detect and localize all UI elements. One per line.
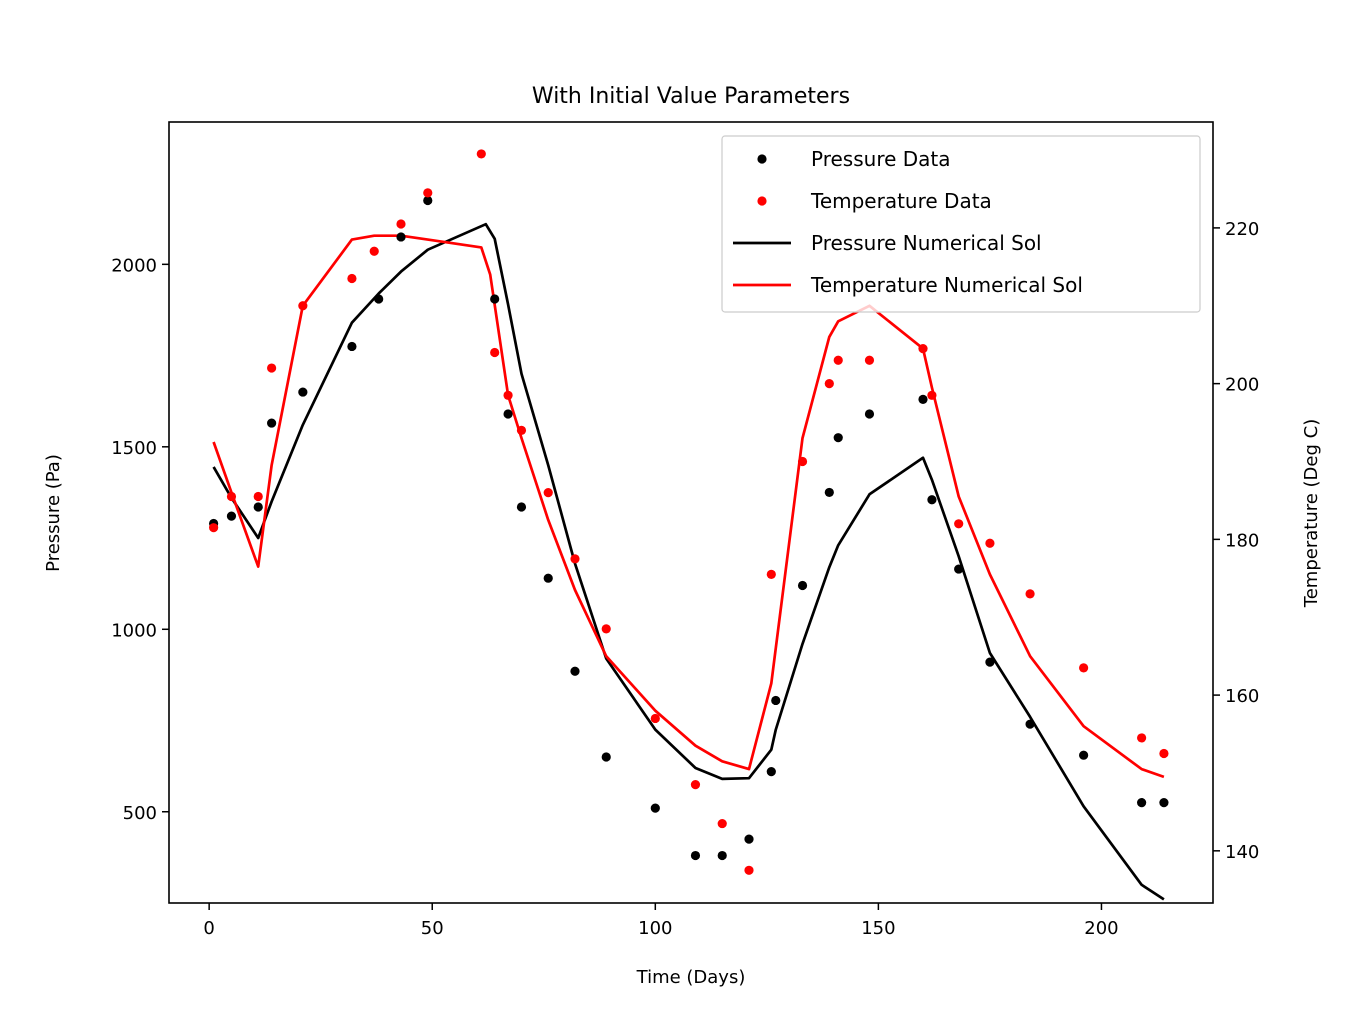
plot-area <box>209 149 1169 901</box>
pressure-data-point <box>927 495 937 505</box>
pressure-data-point <box>267 418 277 428</box>
legend-label: Temperature Data <box>810 189 992 213</box>
temperature-data-point <box>226 491 237 502</box>
legend-marker-swatch <box>757 154 767 164</box>
pressure-data-point <box>864 409 875 419</box>
x-tick-label: 200 <box>1084 918 1118 939</box>
pressure-data-point <box>347 341 357 352</box>
pressure-data-point <box>954 564 964 574</box>
x-tick-label: 0 <box>203 918 214 939</box>
temperature-data-point <box>601 624 611 634</box>
pressure-data-point <box>503 409 513 419</box>
pressure-data-point <box>1137 798 1147 808</box>
y-tick-label: 1500 <box>111 438 157 459</box>
pressure-data-point <box>1159 798 1169 808</box>
chart-title: With Initial Value Parameters <box>532 84 850 109</box>
x-axis-label: Time (Days) <box>636 967 746 988</box>
pressure-data-point <box>1025 719 1035 729</box>
temperature-data-point <box>347 273 357 284</box>
pressure-data-point <box>717 850 727 861</box>
temperature-data-point <box>267 363 277 373</box>
pressure-data-point <box>918 394 928 404</box>
temperature-data-point <box>1025 589 1035 599</box>
y-tick-label: 500 <box>123 803 157 824</box>
y2-tick-label: 140 <box>1225 842 1259 863</box>
pressure-data-point <box>766 767 776 777</box>
temperature-data-point <box>298 301 308 311</box>
legend-marker-swatch <box>757 196 767 206</box>
x-tick-label: 100 <box>638 918 672 939</box>
y2-axis-label: Temperature (Deg C) <box>1301 419 1322 608</box>
y2-tick-label: 160 <box>1225 686 1259 707</box>
legend: Pressure Data Temperature Data Pressure Nu… <box>721 135 1201 313</box>
x-tick-label: 150 <box>861 918 895 939</box>
pressure-data-point <box>423 195 433 206</box>
temperature-data-point <box>985 538 995 548</box>
pressure-numerical-sol-line <box>212 222 1165 901</box>
temperature-numerical-sol-line <box>212 234 1165 779</box>
pressure-data-point <box>985 657 995 667</box>
legend-label: Pressure Numerical Sol <box>811 231 1042 255</box>
pressure-data-point <box>570 666 580 676</box>
pressure-data-point <box>374 294 384 304</box>
pressure-data-point <box>797 580 808 591</box>
temperature-data-point <box>209 523 219 533</box>
temperature-data-point <box>253 491 263 502</box>
pressure-data-point <box>298 387 308 397</box>
x-tick-label: 50 <box>421 918 444 939</box>
temperature-data-point <box>927 390 937 400</box>
temperature-data-point <box>650 713 660 724</box>
temperature-data-point <box>490 347 500 358</box>
temperature-data-point <box>717 818 727 829</box>
pressure-data-point <box>824 487 834 498</box>
pressure-data-point <box>490 294 500 304</box>
legend-label: Temperature Numerical Sol <box>810 273 1083 297</box>
temperature-data-point <box>423 188 433 198</box>
legend-label: Pressure Data <box>811 147 951 171</box>
y-axis-label: Pressure (Pa) <box>43 454 64 572</box>
pressure-data-point <box>744 834 754 844</box>
temperature-data-point <box>1079 663 1089 673</box>
temperature-data-point <box>570 554 580 564</box>
pressure-data-point <box>601 752 611 762</box>
pressure-data-point <box>253 502 263 512</box>
temperature-data-point <box>503 390 513 400</box>
y-tick-label: 2000 <box>111 255 157 276</box>
temperature-data-point <box>954 519 964 529</box>
pressure-data-point <box>690 850 701 861</box>
temperature-data-point <box>1159 748 1169 759</box>
pressure-data-point <box>650 803 660 813</box>
pressure-data-point <box>1079 750 1089 760</box>
y2-tick-label: 220 <box>1225 219 1259 240</box>
pressure-data-point <box>771 695 781 706</box>
temperature-data-point <box>864 355 875 365</box>
pressure-data-point <box>516 502 527 512</box>
temperature-data-point <box>476 149 486 159</box>
temperature-data-point <box>396 219 406 229</box>
legend-box <box>721 135 1201 313</box>
y2-tick-label: 180 <box>1225 530 1259 551</box>
pressure-data-point <box>226 511 237 521</box>
temperature-data-point <box>833 355 843 365</box>
temperature-data-point <box>690 780 701 790</box>
y-tick-label: 1000 <box>111 620 157 641</box>
temperature-data-point <box>918 343 928 354</box>
axes: 0 50 100 150 200 500 1000 1500 2000 140 160 180 200 2… <box>111 219 1259 939</box>
temperature-data-point <box>744 865 754 875</box>
temperature-data-point <box>369 246 379 256</box>
temperature-data-point <box>766 569 776 580</box>
temperature-data-point <box>543 488 553 498</box>
pressure-data-point <box>396 232 406 242</box>
temperature-data-point <box>797 456 808 467</box>
temperature-data-point <box>1137 733 1147 743</box>
pressure-data-point <box>833 433 843 443</box>
y2-tick-label: 200 <box>1225 375 1259 396</box>
temperature-data-point <box>516 425 527 435</box>
plot-frame <box>168 121 1214 904</box>
pressure-data-point <box>543 573 553 583</box>
temperature-data-point <box>824 379 834 389</box>
